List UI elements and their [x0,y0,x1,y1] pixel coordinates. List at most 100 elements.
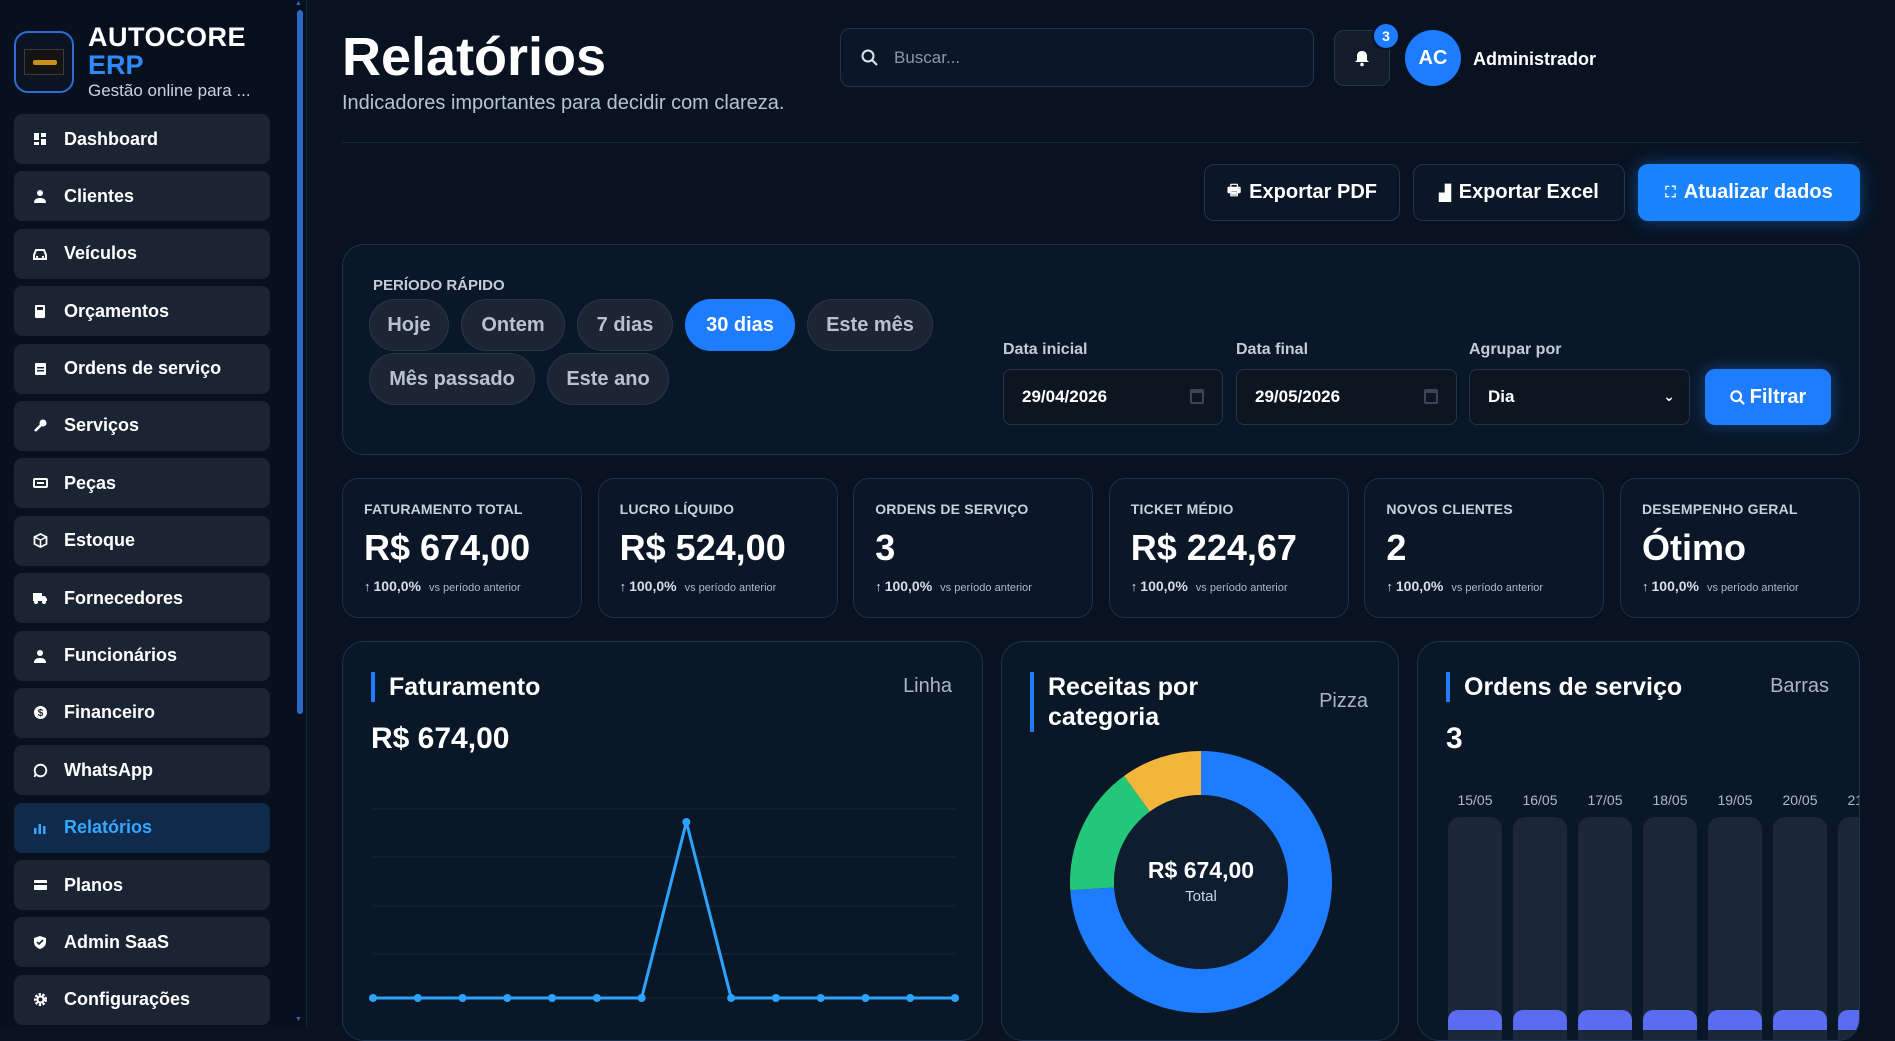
sidebar-item-planos[interactable]: Planos [14,860,270,911]
sidebar-item-dashboard[interactable]: Dashboard [14,114,270,164]
box-icon [30,532,50,550]
end-date-label: Data final [1236,341,1309,358]
period-chip[interactable]: Mês passado [369,353,535,405]
kpi-label: TICKET MÉDIO [1130,501,1234,517]
period-chip[interactable]: Ontem [461,299,565,351]
sidebar-item-ordens-de-servico[interactable]: Ordens de serviço [14,343,270,394]
arrow-up-icon: ↑ [1642,579,1649,594]
kpi-delta-value: 100,0% [1140,578,1188,594]
categories-chart-type[interactable]: Pizza [1319,690,1368,712]
sidebar-item-estoque[interactable]: Estoque [14,515,270,566]
gear-icon [30,991,50,1009]
sidebar-item-label: Financeiro [64,702,156,723]
revenue-point [727,994,736,1002]
kpi-value: R$ 224,67 [1130,527,1297,568]
arrow-up-icon: ↑ [619,579,627,594]
bar-track [1773,817,1827,1040]
sidebar-item-relatorios[interactable]: Relatórios [14,802,270,853]
end-date-input[interactable]: 29/05/2026 [1236,369,1457,425]
sidebar-item-label: Admin SaaS [64,931,170,952]
user-name[interactable]: Administrador [1473,49,1597,69]
sidebar-item-funcionarios[interactable]: Funcionários [14,630,270,681]
sidebar-item-servicos[interactable]: Serviços [14,400,270,451]
notification-badge: 3 [1372,22,1400,50]
bar-track [1838,817,1859,1040]
chevron-down-icon: ⌄ [1663,388,1675,404]
sidebar-item-label: Estoque [64,530,136,551]
sidebar-item-label: Ordens de serviço [64,358,222,379]
bar-fill [1513,1010,1567,1030]
period-chip[interactable]: 30 dias [685,299,795,351]
categories-card: Receitas por categoria Pizza R$ 674,00 T… [1001,641,1399,1041]
dollar-icon: $ [30,704,50,722]
refresh-label: Atualizar dados [1683,181,1833,203]
bar-track [1448,817,1502,1040]
sidebar-item-veiculos[interactable]: Veículos [14,228,270,279]
scroll-up-arrow[interactable]: ▲ [295,0,302,7]
user-icon [30,187,50,205]
sidebar-item-admin-saas[interactable]: Admin SaaS [14,917,270,968]
calculator-icon [30,302,50,320]
sidebar-item-financeiro[interactable]: $ Financeiro [14,687,270,738]
sidebar-item-pecas[interactable]: Peças [14,458,270,509]
bar-fill [1838,1010,1859,1030]
revenue-point [816,994,825,1002]
clipboard-icon [30,360,50,378]
sidebar-item-label: WhatsApp [64,759,153,780]
sidebar-item-orcamentos[interactable]: Orçamentos [14,286,270,337]
bar-fill [1448,1010,1502,1030]
car-logo-icon [24,48,64,75]
kpi-delta-value: 100,0% [373,578,421,594]
search-input[interactable] [894,47,1274,68]
sidebar-item-label: Fornecedores [64,587,184,608]
avatar[interactable]: AC [1405,30,1461,86]
group-by-label: Agrupar por [1469,341,1562,358]
revenue-point [413,994,422,1002]
sidebar-scrollbar[interactable] [297,10,303,714]
truck-icon [30,589,50,607]
export-excel-button[interactable]: ▟ Exportar Excel [1413,164,1625,221]
sidebar-item-fornecedores[interactable]: Fornecedores [14,573,270,624]
sidebar-item-configuracoes[interactable]: Configurações [14,974,270,1025]
bar-category-label: 21/05 [1847,792,1859,808]
bar-fill [1643,1010,1697,1030]
filter-button[interactable]: Filtrar [1705,369,1831,425]
kpi-delta-value: 100,0% [1395,578,1444,594]
period-chip[interactable]: Este ano [547,353,669,405]
bar-category-label: 19/05 [1717,792,1753,808]
bar-category-label: 20/05 [1782,792,1818,808]
start-date-label: Data inicial [1003,341,1088,358]
kpi-label: DESEMPENHO GERAL [1642,501,1798,517]
kpi-compare: vs período anterior [684,582,777,594]
arrow-up-icon: ↑ [1386,579,1393,594]
part-icon [30,474,50,492]
orders-card-title: Ordens de serviço [1446,672,1682,702]
sidebar-item-clientes[interactable]: Clientes [14,171,270,222]
period-chip[interactable]: 7 dias [577,299,673,351]
revenue-chart-type[interactable]: Linha [903,675,952,697]
bar-fill [1773,1010,1827,1030]
refresh-data-button[interactable]: ⛶ Atualizar dados [1638,164,1860,221]
group-by-select[interactable]: Dia ⌄ [1469,369,1690,425]
kpi-value: R$ 524,00 [619,527,786,568]
calendar-icon[interactable] [1424,389,1438,404]
start-date-input[interactable]: 29/04/2026 [1003,369,1223,425]
revenue-point [771,994,780,1002]
export-pdf-button[interactable]: 🖶 Exportar PDF [1204,164,1400,221]
calendar-icon[interactable] [1190,389,1204,404]
sidebar-item-label: Relatórios [64,817,153,838]
orders-card: Ordens de serviço Barras 3 15/05 16/05 17/… [1417,641,1860,1041]
arrow-up-icon: ↑ [875,579,882,594]
orders-chart-type[interactable]: Barras [1770,675,1829,697]
bar-chart-icon [30,819,50,837]
scroll-down-arrow[interactable]: ▼ [295,1016,302,1023]
search-icon [1729,389,1745,405]
search-box[interactable] [840,28,1314,87]
period-chip[interactable]: Hoje [369,299,449,351]
period-chip[interactable]: Este mês [807,299,933,351]
sidebar-item-whatsapp[interactable]: WhatsApp [14,745,270,796]
bar-track [1643,817,1697,1040]
sidebar-nav: Dashboard Clientes Veículos Orçamentos Orden… [14,114,270,1032]
brand[interactable]: AUTOCORE ERP Gestão online para ... [14,24,251,99]
brand-name: AUTOCORE [88,22,247,52]
